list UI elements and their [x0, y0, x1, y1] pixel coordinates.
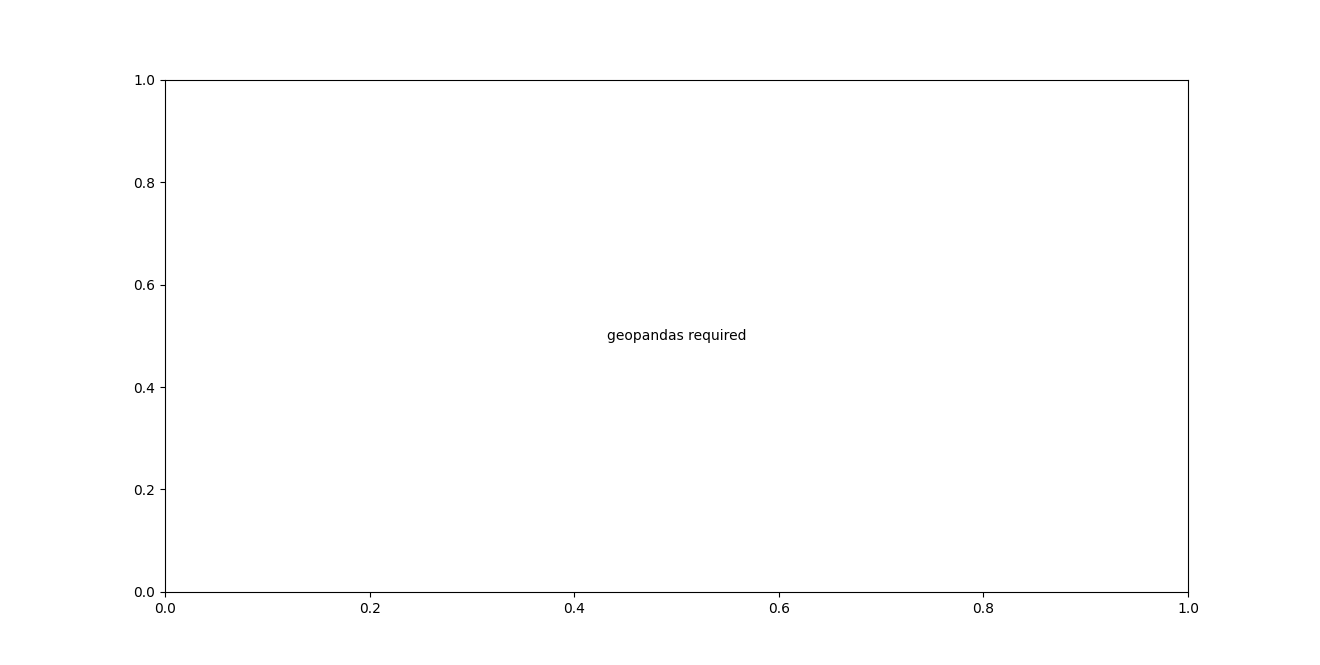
Text: geopandas required: geopandas required — [607, 329, 746, 343]
